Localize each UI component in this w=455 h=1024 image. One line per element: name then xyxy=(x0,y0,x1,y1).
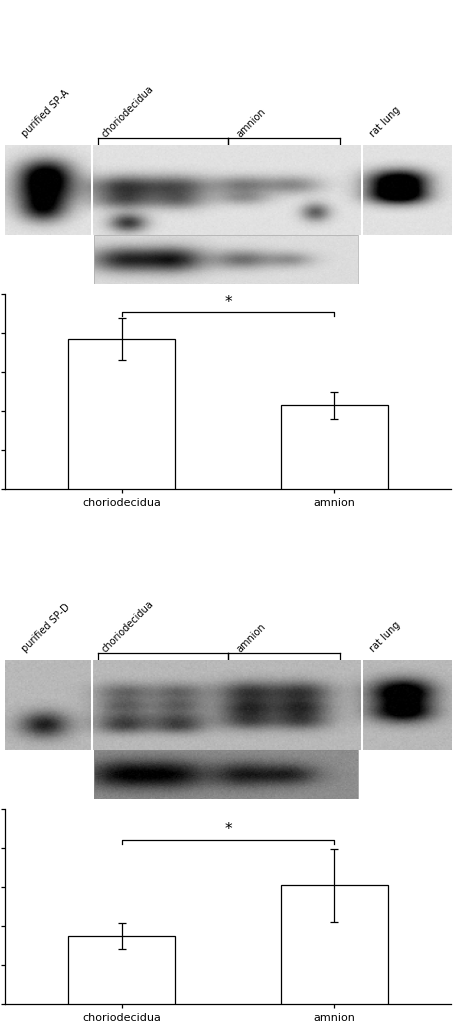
Text: purified SP-D: purified SP-D xyxy=(20,602,72,654)
Text: *: * xyxy=(224,295,231,309)
Text: rat lung: rat lung xyxy=(368,620,402,654)
Bar xyxy=(281,406,387,488)
Text: amnion: amnion xyxy=(234,621,267,654)
Text: choriodecidua: choriodecidua xyxy=(100,83,156,139)
Bar xyxy=(281,886,387,1004)
Text: *: * xyxy=(224,822,231,838)
Bar xyxy=(68,339,174,488)
Text: choriodecidua: choriodecidua xyxy=(100,598,156,654)
Bar xyxy=(94,236,357,284)
Text: rat lung: rat lung xyxy=(368,104,402,139)
Text: purified SP-A: purified SP-A xyxy=(20,88,71,139)
Bar xyxy=(68,936,174,1004)
Bar xyxy=(94,751,357,799)
Text: amnion: amnion xyxy=(234,106,267,139)
